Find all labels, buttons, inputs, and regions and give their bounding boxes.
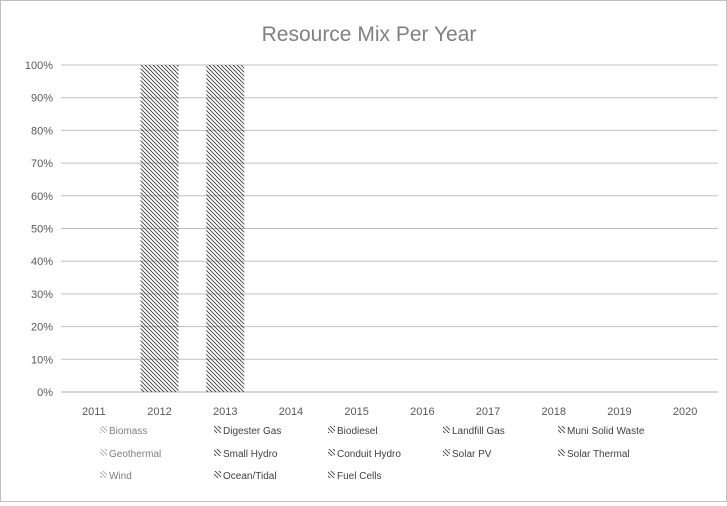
- legend-label: Wind: [109, 471, 132, 482]
- chart-title: Resource Mix Per Year: [262, 23, 477, 46]
- legend-swatch: [328, 449, 335, 456]
- legend-swatch: [214, 426, 221, 433]
- legend-swatch: [328, 426, 335, 433]
- legend-label: Biomass: [109, 426, 147, 437]
- legend-item-digester-gas: Digester Gas: [214, 426, 281, 437]
- x-tick-label: 2016: [410, 406, 434, 418]
- bar-small-hydro-2013: [206, 65, 245, 392]
- y-tick-label: 20%: [31, 322, 53, 334]
- x-tick-label: 2019: [607, 406, 631, 418]
- y-tick-label: 100%: [25, 60, 53, 72]
- legend-label: Muni Solid Waste: [567, 426, 645, 437]
- x-tick-label: 2015: [344, 406, 368, 418]
- legend-item-muni-solid-waste: Muni Solid Waste: [558, 426, 645, 437]
- legend-swatch: [558, 426, 565, 433]
- legend-item-landfill-gas: Landfill Gas: [443, 426, 505, 437]
- x-tick-label: 2020: [673, 406, 697, 418]
- legend-label: Conduit Hydro: [337, 449, 401, 460]
- y-tick-label: 70%: [31, 158, 53, 170]
- y-tick-label: 40%: [31, 256, 53, 268]
- y-tick-label: 80%: [31, 125, 53, 137]
- legend-label: Solar Thermal: [567, 449, 630, 460]
- legend-label: Solar PV: [452, 449, 492, 460]
- x-tick-label: 2011: [82, 406, 106, 418]
- legend-item-small-hydro: Small Hydro: [214, 449, 278, 460]
- legend-swatch: [214, 471, 221, 478]
- x-axis-tick-labels: 2011 2012 2013 2014 2015 2016 2017 2018 2019 2020: [82, 406, 697, 418]
- bar-small-hydro-2012: [140, 65, 179, 392]
- legend-item-conduit-hydro: Conduit Hydro: [328, 449, 401, 460]
- y-tick-label: 10%: [31, 354, 53, 366]
- legend-item-geothermal: Geothermal: [100, 449, 161, 460]
- legend-item-wind: Wind: [100, 471, 132, 482]
- legend-swatch: [443, 426, 450, 433]
- bars: [140, 65, 245, 392]
- legend-label: Landfill Gas: [452, 426, 505, 437]
- legend-item-fuel-cells: Fuel Cells: [328, 471, 381, 482]
- x-tick-label: 2014: [279, 406, 303, 418]
- legend-label: Biodiesel: [337, 426, 378, 437]
- y-tick-label: 30%: [31, 289, 53, 301]
- legend-item-solar-pv: Solar PV: [443, 449, 492, 460]
- legend-item-ocean-tidal: Ocean/Tidal: [214, 471, 277, 482]
- x-tick-label: 2013: [213, 406, 237, 418]
- y-tick-label: 60%: [31, 191, 53, 203]
- legend-swatch: [443, 449, 450, 456]
- legend-label: Fuel Cells: [337, 471, 381, 482]
- legend-swatch: [214, 449, 221, 456]
- legend-item-solar-thermal: Solar Thermal: [558, 449, 630, 460]
- legend-label: Geothermal: [109, 449, 161, 460]
- legend-label: Small Hydro: [223, 449, 278, 460]
- legend-swatch: [100, 426, 107, 433]
- x-tick-label: 2012: [147, 406, 171, 418]
- legend-label: Digester Gas: [223, 426, 281, 437]
- legend-item-biomass: Biomass: [100, 426, 147, 437]
- y-axis-tick-labels: 0% 10% 20% 30% 40% 50% 60% 70% 80% 90% 100%: [25, 60, 53, 399]
- x-tick-label: 2017: [476, 406, 500, 418]
- legend-label: Ocean/Tidal: [223, 471, 277, 482]
- x-tick-label: 2018: [542, 406, 566, 418]
- y-tick-label: 90%: [31, 93, 53, 105]
- y-tick-label: 0%: [37, 387, 53, 399]
- y-tick-label: 50%: [31, 224, 53, 236]
- legend-swatch: [328, 471, 335, 478]
- legend-swatch: [100, 471, 107, 478]
- legend: Biomass Digester Gas Biodiesel Landfill Gas…: [100, 426, 645, 482]
- legend-swatch: [558, 449, 565, 456]
- legend-item-biodiesel: Biodiesel: [328, 426, 378, 437]
- legend-swatch: [100, 449, 107, 456]
